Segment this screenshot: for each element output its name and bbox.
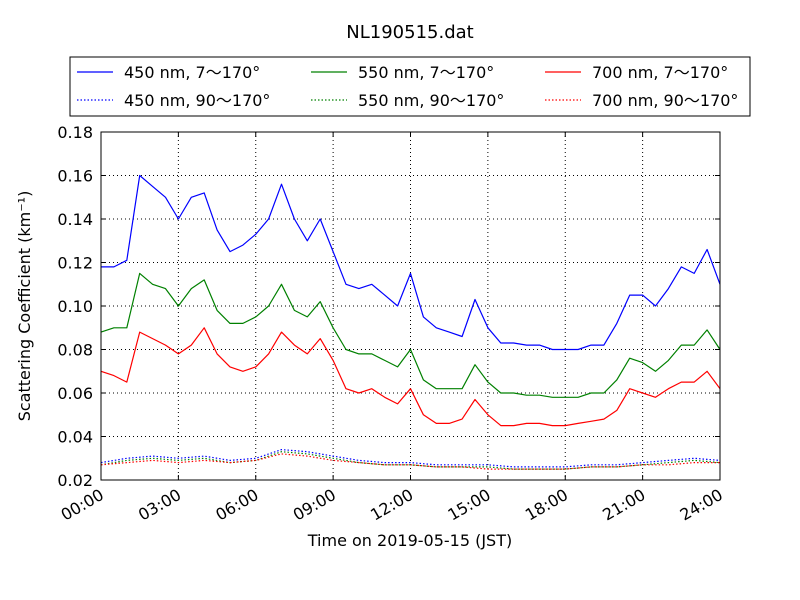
y-tick-label: 0.14 xyxy=(57,210,93,229)
legend-label: 450 nm, 7～170° xyxy=(124,63,260,82)
y-tick-label: 0.16 xyxy=(57,167,93,186)
y-axis-label: Scattering Coefficient (km⁻¹) xyxy=(15,191,34,422)
series-line xyxy=(100,272,721,398)
chart-title: NL190515.dat xyxy=(346,22,473,43)
legend-box xyxy=(69,56,751,117)
y-tick-label: 0.12 xyxy=(57,254,93,273)
series-layer xyxy=(100,174,721,470)
y-tick-label: 0.18 xyxy=(57,123,93,142)
series-line xyxy=(101,174,721,351)
series-line xyxy=(100,449,721,468)
legend-label: 700 nm, 90～170° xyxy=(592,91,738,110)
series-line xyxy=(100,327,721,427)
y-tick-label: 0.04 xyxy=(57,428,93,447)
legend: 450 nm, 7～170° 550 nm, 7～170° 700 nm, 7～17… xyxy=(69,56,751,117)
y-tick-label: 0.06 xyxy=(57,384,93,403)
y-tick-label: 0.02 xyxy=(57,471,93,490)
legend-label: 700 nm, 7～170° xyxy=(592,63,728,82)
legend-label: 550 nm, 90～170° xyxy=(358,91,504,110)
x-axis-label: Time on 2019-05-15 (JST) xyxy=(307,531,512,550)
y-tick-label: 0.10 xyxy=(57,297,93,316)
series-line xyxy=(100,453,720,470)
legend-label: 450 nm, 90～170° xyxy=(124,91,270,110)
legend-label: 550 nm, 7～170° xyxy=(358,63,494,82)
y-tick-label: 0.08 xyxy=(57,341,93,360)
